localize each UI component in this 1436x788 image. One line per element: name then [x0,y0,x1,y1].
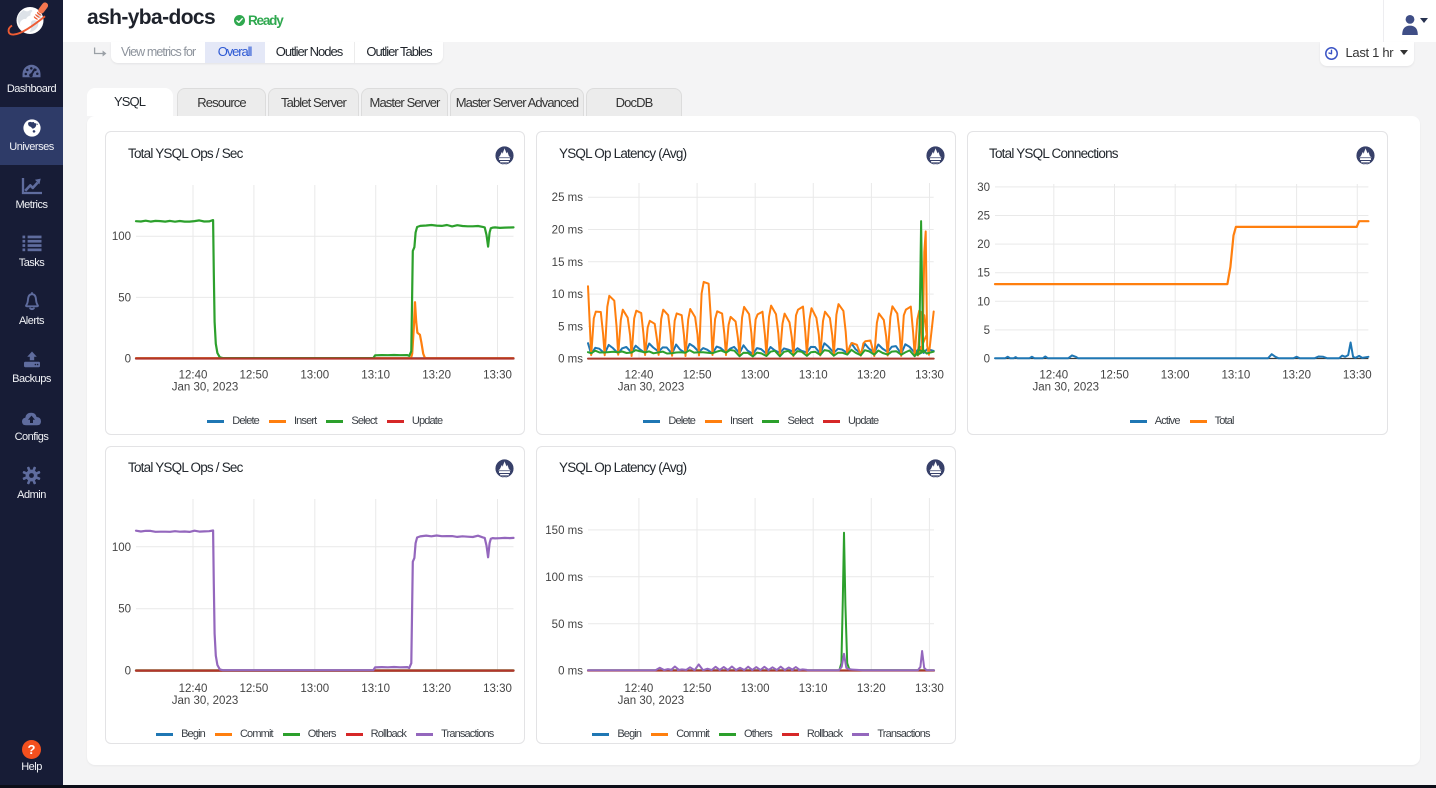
svg-text:13:30: 13:30 [915,683,944,695]
svg-text:0: 0 [125,666,131,678]
svg-text:12:40: 12:40 [179,370,208,382]
svg-text:20 ms: 20 ms [552,225,584,237]
svg-text:13:10: 13:10 [799,370,828,382]
svg-text:50 ms: 50 ms [552,619,584,631]
svg-text:13:10: 13:10 [1222,370,1251,382]
svg-text:5 ms: 5 ms [558,321,583,333]
svg-text:13:20: 13:20 [422,683,451,695]
svg-text:13:10: 13:10 [361,683,390,695]
svg-text:13:00: 13:00 [1161,370,1190,382]
svg-text:13:00: 13:00 [300,370,329,382]
svg-text:150 ms: 150 ms [545,525,583,537]
svg-text:50: 50 [118,604,131,616]
svg-text:0: 0 [984,354,990,366]
svg-text:25 ms: 25 ms [552,192,584,204]
svg-text:50: 50 [118,292,131,304]
svg-text:10 ms: 10 ms [552,289,584,301]
svg-text:13:20: 13:20 [422,370,451,382]
svg-text:12:50: 12:50 [683,370,712,382]
svg-text:12:40: 12:40 [625,683,654,695]
svg-text:25: 25 [977,211,990,223]
svg-text:13:30: 13:30 [915,370,944,382]
svg-text:13:00: 13:00 [741,683,770,695]
svg-text:Jan 30, 2023: Jan 30, 2023 [618,381,685,393]
svg-text:13:10: 13:10 [799,683,828,695]
svg-text:15 ms: 15 ms [552,257,584,269]
svg-text:Jan 30, 2023: Jan 30, 2023 [172,695,239,707]
svg-text:Jan 30, 2023: Jan 30, 2023 [1033,381,1100,393]
svg-text:13:30: 13:30 [483,683,512,695]
svg-text:13:10: 13:10 [361,370,390,382]
svg-text:20: 20 [977,239,990,251]
svg-text:13:20: 13:20 [1282,370,1311,382]
svg-text:Jan 30, 2023: Jan 30, 2023 [172,381,239,393]
svg-text:12:40: 12:40 [1039,370,1068,382]
svg-text:13:30: 13:30 [483,370,512,382]
svg-text:12:40: 12:40 [625,370,654,382]
svg-text:10: 10 [977,296,990,308]
svg-text:15: 15 [977,268,990,280]
svg-text:12:40: 12:40 [179,683,208,695]
svg-text:30: 30 [977,182,990,194]
svg-text:0 ms: 0 ms [558,666,583,678]
svg-text:12:50: 12:50 [1100,370,1129,382]
svg-text:100 ms: 100 ms [545,572,583,584]
svg-text:5: 5 [984,325,990,337]
svg-text:0 ms: 0 ms [558,354,583,366]
svg-text:13:00: 13:00 [741,370,770,382]
svg-text:12:50: 12:50 [240,683,269,695]
svg-text:0: 0 [125,354,131,366]
svg-text:100: 100 [112,542,131,554]
svg-text:13:20: 13:20 [857,370,886,382]
svg-text:Jan 30, 2023: Jan 30, 2023 [618,695,685,707]
svg-text:100: 100 [112,231,131,243]
svg-text:13:30: 13:30 [1343,370,1372,382]
svg-text:13:00: 13:00 [300,683,329,695]
svg-text:13:20: 13:20 [857,683,886,695]
svg-text:12:50: 12:50 [240,370,269,382]
svg-text:12:50: 12:50 [683,683,712,695]
